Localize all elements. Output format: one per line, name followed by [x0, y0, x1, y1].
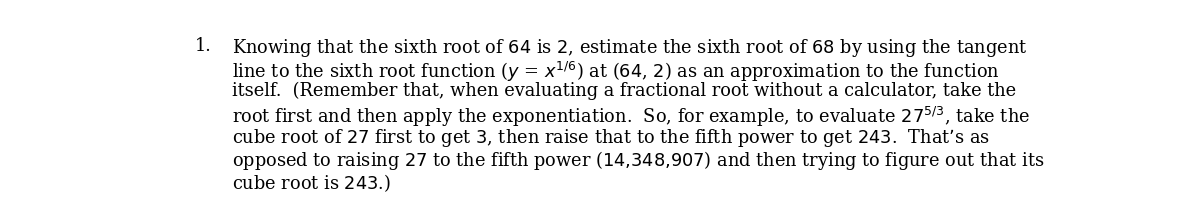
Text: root first and then apply the exponentiation.  So, for example, to evaluate $\ma: root first and then apply the exponentia…: [232, 104, 1030, 129]
Text: Knowing that the sixth root of $\mathit{64}$ is $\mathit{2}$, estimate the sixth: Knowing that the sixth root of $\mathit{…: [232, 37, 1027, 59]
Text: cube root of $\mathit{27}$ first to get $\mathit{3}$, then raise that to the fif: cube root of $\mathit{27}$ first to get …: [232, 127, 990, 149]
Text: opposed to raising $\mathit{27}$ to the fifth power ($\mathit{14{,}348{,}907}$) : opposed to raising $\mathit{27}$ to the …: [232, 149, 1044, 172]
Text: 1.: 1.: [194, 37, 211, 55]
Text: line to the sixth root function ($\mathit{y}$ = $\mathit{x}^{1/6}$) at ($\mathit: line to the sixth root function ($\mathi…: [232, 60, 1000, 84]
Text: cube root is $\mathit{243}$.): cube root is $\mathit{243}$.): [232, 172, 391, 193]
Text: itself.  (Remember that, when evaluating a fractional root without a calculator,: itself. (Remember that, when evaluating …: [232, 82, 1016, 100]
